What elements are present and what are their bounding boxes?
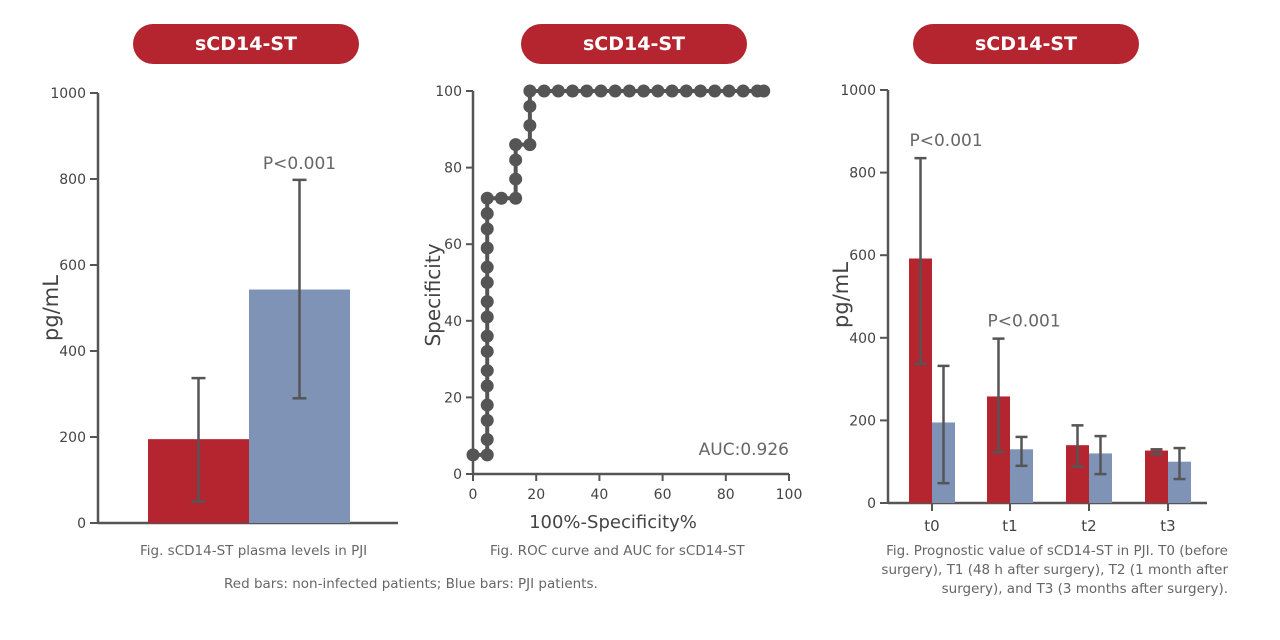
chart3-title-pill: sCD14-ST: [913, 24, 1139, 64]
chart2-title-pill: sCD14-ST: [521, 24, 747, 64]
chart3-caption-line: Fig. Prognostic value of sCD14-ST in PJI…: [886, 543, 1228, 559]
roc-point: [537, 84, 551, 98]
roc-point: [480, 329, 494, 343]
y-tick-label: 60: [444, 237, 462, 253]
y-tick-label: 600: [59, 258, 86, 274]
x-tick-label: 0: [469, 487, 478, 503]
roc-point: [736, 84, 750, 98]
chart3-caption-line: surgery), and T3 (3 months after surgery…: [941, 581, 1228, 597]
roc-point: [509, 172, 523, 186]
legend-caption: Red bars: non-infected patients; Blue ba…: [224, 576, 598, 592]
roc-point: [594, 84, 608, 98]
x-tick-label: 60: [654, 487, 672, 503]
roc-point: [637, 84, 651, 98]
roc-point: [480, 276, 494, 289]
roc-point: [523, 99, 537, 113]
roc-point: [694, 84, 708, 98]
y-tick-label: 600: [849, 248, 876, 264]
x-tick-label: 40: [590, 487, 608, 503]
roc-point: [480, 191, 494, 205]
p-value-annotation: P<0.001: [263, 154, 336, 174]
bar-t1-1: [1010, 449, 1033, 503]
y-tick-label: 400: [59, 344, 86, 360]
bar-t3-1: [1168, 461, 1191, 503]
auc-annotation: AUC:0.926: [699, 440, 789, 460]
y-tick-label: 200: [59, 430, 86, 446]
chart1-title-pill: sCD14-ST: [133, 24, 359, 64]
roc-point: [757, 84, 771, 98]
x-axis-label: 100%-Specificity%: [529, 512, 697, 533]
p-value-annotation: P<0.001: [910, 131, 983, 151]
x-tick-label: t1: [1002, 517, 1017, 535]
bar-t0-0: [909, 258, 932, 503]
x-tick-label: 80: [717, 487, 735, 503]
roc-point: [523, 118, 537, 132]
chart1-caption: Fig. sCD14-ST plasma levels in PJI: [140, 543, 368, 559]
y-tick-label: 1000: [840, 83, 876, 99]
roc-point: [551, 84, 565, 98]
bar-t2-1: [1089, 453, 1112, 503]
roc-point: [480, 310, 494, 324]
y-tick-label: 1000: [50, 86, 86, 102]
chart3-caption: Fig. Prognostic value of sCD14-ST in PJI…: [848, 542, 1228, 599]
x-tick-label: 100: [776, 487, 803, 503]
roc-point: [566, 84, 580, 98]
y-tick-label: 80: [444, 161, 462, 177]
y-tick-label: 0: [453, 467, 462, 483]
roc-point: [480, 379, 494, 393]
y-axis-label: Specificity: [421, 243, 445, 346]
bar-t3-0: [1145, 450, 1168, 503]
y-tick-label: 800: [59, 172, 86, 188]
y-tick-label: 20: [444, 390, 462, 406]
y-axis-label: pg/mL: [39, 275, 63, 341]
roc-point: [494, 191, 508, 205]
y-tick-label: 400: [849, 331, 876, 347]
roc-point: [480, 295, 494, 309]
roc-point: [480, 413, 494, 427]
bar-t2-0: [1066, 445, 1089, 503]
y-tick-label: 0: [867, 496, 876, 512]
y-tick-label: 40: [444, 314, 462, 330]
y-tick-label: 100: [435, 84, 462, 100]
roc-point: [523, 84, 537, 98]
roc-point: [480, 398, 494, 412]
roc-point: [708, 84, 722, 98]
roc-point: [580, 84, 594, 98]
roc-point: [651, 84, 665, 98]
chart2-caption: Fig. ROC curve and AUC for sCD14-ST: [490, 543, 745, 559]
roc-point: [480, 433, 494, 447]
roc-point: [480, 207, 494, 221]
y-tick-label: 800: [849, 166, 876, 182]
roc-point: [509, 138, 523, 152]
roc-point: [480, 344, 494, 358]
y-tick-label: 200: [849, 413, 876, 429]
y-tick-label: 0: [77, 516, 86, 532]
p-value-annotation: P<0.001: [988, 312, 1061, 332]
x-tick-label: t0: [924, 517, 939, 535]
x-tick-label: t3: [1160, 517, 1175, 535]
roc-point: [608, 84, 622, 98]
roc-point: [480, 241, 494, 255]
roc-point: [480, 448, 494, 462]
roc-point: [509, 153, 523, 167]
roc-point: [509, 191, 523, 205]
roc-point: [480, 222, 494, 236]
x-tick-label: 20: [527, 487, 545, 503]
roc-point: [480, 260, 494, 274]
roc-point: [679, 84, 693, 98]
y-axis-label: pg/mL: [829, 262, 853, 328]
chart3-caption-line: surgery), T1 (48 h after surgery), T2 (1…: [881, 562, 1228, 578]
roc-point: [722, 84, 736, 98]
roc-point: [523, 138, 537, 152]
roc-point: [665, 84, 679, 98]
roc-point: [466, 448, 480, 462]
roc-point: [480, 364, 494, 378]
roc-point: [622, 84, 636, 98]
x-tick-label: t2: [1081, 517, 1096, 535]
